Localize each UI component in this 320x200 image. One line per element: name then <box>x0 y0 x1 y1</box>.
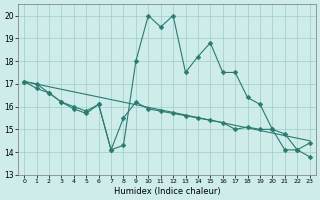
X-axis label: Humidex (Indice chaleur): Humidex (Indice chaleur) <box>114 187 220 196</box>
